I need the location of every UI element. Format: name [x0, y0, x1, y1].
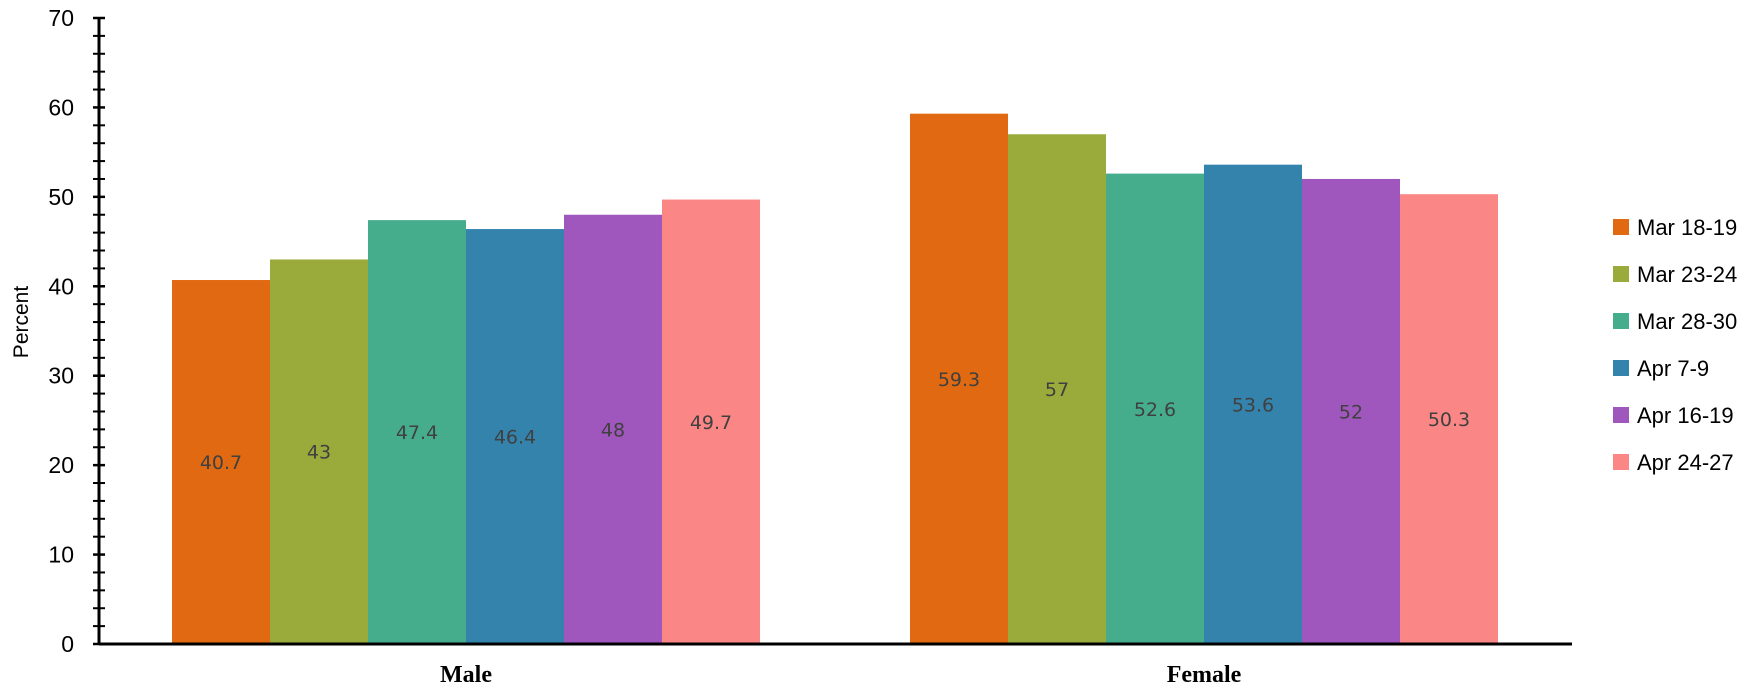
- bar: [466, 229, 564, 644]
- data-label: 53.6: [1232, 394, 1274, 416]
- legend-swatch: [1613, 266, 1629, 282]
- legend-swatch: [1613, 219, 1629, 235]
- legend-swatch: [1613, 313, 1629, 329]
- legend-label: Mar 28-30: [1637, 309, 1737, 334]
- legend-item: Apr 7-9: [1613, 356, 1709, 381]
- legend-label: Apr 16-19: [1637, 403, 1734, 428]
- y-tick-label: 10: [48, 542, 74, 568]
- legend-item: Mar 28-30: [1613, 309, 1737, 334]
- bar: [270, 259, 368, 644]
- y-tick-label: 20: [48, 452, 74, 478]
- category-labels: Male Female: [440, 662, 1242, 688]
- y-axis-ticks: 0 10 20 30 40 50 60 70: [48, 5, 105, 657]
- bar: [1302, 178, 1400, 644]
- data-label: 52.6: [1134, 399, 1176, 421]
- legend-item: Apr 16-19: [1613, 403, 1734, 428]
- bar: [564, 214, 662, 644]
- data-label: 46.4: [494, 427, 536, 449]
- y-tick-label: 70: [48, 5, 74, 31]
- y-tick-label: 40: [48, 273, 74, 299]
- bars: [172, 113, 1498, 645]
- legend-item: Mar 23-24: [1613, 262, 1737, 287]
- x-category-label: Female: [1167, 662, 1242, 688]
- legend-label: Mar 23-24: [1637, 262, 1737, 287]
- y-tick-label: 0: [61, 631, 74, 657]
- y-axis-label: Percent: [10, 286, 33, 359]
- y-tick-label: 50: [48, 184, 74, 210]
- legend: Mar 18-19 Mar 23-24 Mar 28-30 Apr 7-9 Apr 16…: [1613, 215, 1737, 475]
- bar: [1008, 134, 1106, 644]
- legend-label: Apr 24-27: [1637, 450, 1734, 475]
- x-category-label: Male: [440, 662, 492, 688]
- bar: [1106, 173, 1204, 644]
- bar: [910, 113, 1008, 644]
- bar: [662, 199, 760, 645]
- legend-swatch: [1613, 407, 1629, 423]
- data-label: 57: [1045, 379, 1069, 401]
- legend-item: Mar 18-19: [1613, 215, 1737, 240]
- data-label: 47.4: [396, 422, 438, 444]
- data-label: 49.7: [690, 412, 732, 434]
- data-labels: 40.7 43 47.4 46.4 48 49.7 59.3 57 52.6 53.6 52 50.3: [200, 369, 1470, 474]
- y-tick-label: 30: [48, 363, 74, 389]
- data-label: 40.7: [200, 452, 242, 474]
- data-label: 48: [601, 419, 625, 441]
- legend-label: Mar 18-19: [1637, 215, 1737, 240]
- data-label: 43: [307, 442, 331, 464]
- y-tick-label: 60: [48, 94, 74, 120]
- bar: [1204, 164, 1302, 645]
- legend-swatch: [1613, 360, 1629, 376]
- bar: [1400, 194, 1498, 644]
- legend-item: Apr 24-27: [1613, 450, 1734, 475]
- bar: [368, 220, 466, 644]
- data-label: 59.3: [938, 369, 980, 391]
- legend-label: Apr 7-9: [1637, 356, 1709, 381]
- data-label: 50.3: [1428, 409, 1470, 431]
- data-label: 52: [1339, 401, 1363, 423]
- legend-swatch: [1613, 454, 1629, 470]
- bar: [172, 280, 270, 644]
